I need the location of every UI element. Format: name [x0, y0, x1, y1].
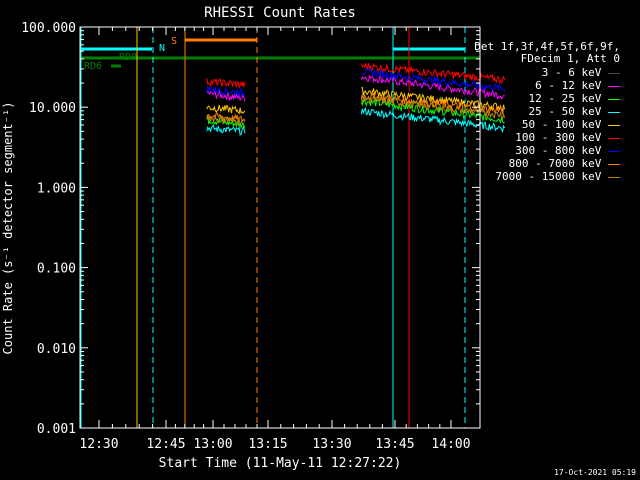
series-line-4-part-1	[206, 124, 246, 136]
legend-item: 800 - 7000 keV	[509, 157, 620, 170]
legend-swatch	[608, 176, 620, 178]
y-tick-label: 100.000	[21, 21, 76, 36]
legend-swatch	[608, 72, 620, 74]
series-line-7-part-1	[206, 85, 246, 97]
legend-swatch	[608, 111, 620, 113]
series-line-9-part-2	[360, 94, 506, 120]
legend-item: 7000 - 15000 keV	[495, 170, 620, 183]
chart-title: RHESSI Count Rates	[204, 5, 356, 21]
y-tick-label: 10.000	[29, 101, 76, 116]
x-tick-label: 13:15	[248, 437, 287, 452]
series-line-4-part-2	[360, 106, 506, 133]
series-line-5-part-2	[361, 86, 506, 112]
series-line-5-part-1	[206, 104, 246, 115]
legend-item: 3 - 6 keV	[542, 66, 620, 79]
legend-label: 50 - 100 keV	[521, 118, 608, 131]
y-axis-label: Count Rate (s⁻¹ detector segment⁻¹)	[1, 102, 15, 355]
legend-swatch	[608, 124, 620, 126]
legend-swatch	[608, 163, 620, 165]
legend-label: 800 - 7000 keV	[508, 157, 608, 170]
legend-swatch	[608, 85, 620, 87]
legend-swatch	[608, 137, 620, 139]
legend-swatch	[608, 150, 620, 152]
legend-item: 6 - 12 keV	[535, 79, 620, 92]
legend-item: 50 - 100 keV	[522, 118, 620, 131]
flag-label-rd0: RD0	[119, 52, 137, 63]
y-tick-label: 0.010	[37, 342, 76, 357]
legend-label: 100 - 300 keV	[515, 131, 608, 144]
series-line-9-part-1	[206, 114, 246, 126]
timestamp: 17-Oct-2021 05:19	[554, 468, 636, 477]
legend-label: 12 - 25 keV	[528, 92, 608, 105]
y-tick-label: 1.000	[37, 181, 76, 196]
legend-item: 12 - 25 keV	[529, 92, 620, 105]
legend-label: 300 - 800 keV	[515, 144, 608, 157]
x-axis-label: Start Time (11-May-11 12:27:22)	[159, 456, 402, 471]
plot-frame	[79, 26, 481, 429]
series-line-1-part-2	[360, 84, 506, 105]
x-tick-label: 12:30	[79, 437, 118, 452]
x-tick-label: 13:45	[375, 437, 414, 452]
legend-item: 25 - 50 keV	[529, 105, 620, 118]
legend-label: 3 - 6 keV	[541, 66, 608, 79]
legend-label: 7000 - 15000 keV	[495, 170, 608, 183]
y-tick-label: 0.100	[37, 262, 76, 277]
series-line-2-part-1	[206, 89, 246, 102]
legend-header: FDecim 1, Att 0	[520, 52, 620, 65]
y-tick-label: 0.001	[37, 422, 76, 437]
series-line-7-part-2	[361, 68, 506, 92]
flag-label-rd6: RD6	[84, 61, 102, 72]
legend-item: 100 - 300 keV	[515, 131, 620, 144]
series-line-3-part-2	[360, 98, 505, 124]
x-tick-label: 13:00	[193, 437, 232, 452]
legend-header: Det 1f,3f,4f,5f,6f,9f,	[474, 40, 620, 53]
legend-label: 6 - 12 keV	[535, 79, 608, 92]
flag-label-n: N	[159, 43, 165, 54]
series-line-6-part-1	[206, 78, 246, 89]
series-line-2-part-2	[360, 73, 505, 100]
x-tick-label: 13:30	[312, 437, 351, 452]
x-tick-label: 12:45	[146, 437, 185, 452]
legend-item: 300 - 800 keV	[515, 144, 620, 157]
legend-label: 25 - 50 keV	[528, 105, 608, 118]
series-line-6-part-2	[360, 62, 506, 85]
flag-label-s: S	[171, 36, 177, 47]
legend-swatch	[608, 98, 620, 100]
x-tick-label: 14:00	[431, 437, 470, 452]
